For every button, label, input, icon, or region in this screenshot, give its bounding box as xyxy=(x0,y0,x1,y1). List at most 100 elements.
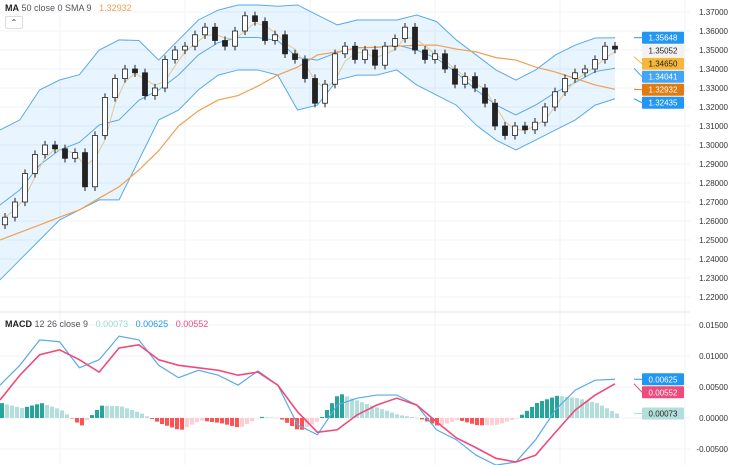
price-tick-label: 1.34000 xyxy=(699,65,728,74)
macd-legend-params: 12 26 close 9 xyxy=(34,319,89,329)
candle xyxy=(452,64,458,89)
macd-histogram-bar xyxy=(415,417,419,419)
candle-body xyxy=(592,59,598,70)
candle-body xyxy=(612,45,618,50)
candle-body xyxy=(322,83,328,104)
candle-body xyxy=(52,144,58,150)
macd-histogram-bar xyxy=(475,418,479,426)
candle-body xyxy=(152,87,158,96)
candle xyxy=(172,45,178,64)
macd-histogram-bar xyxy=(355,400,359,418)
price-tick-label: 1.35000 xyxy=(699,46,728,55)
macd-histogram-bar xyxy=(540,401,544,418)
ma-legend-params: 50 close 0 SMA 9 xyxy=(21,3,92,13)
macd-histogram-bar xyxy=(205,418,209,422)
macd-histogram-bar xyxy=(85,418,89,421)
candle-body xyxy=(142,72,148,97)
macd-histogram-bar xyxy=(200,418,204,421)
candle xyxy=(112,74,118,102)
macd-histogram-bar xyxy=(115,406,119,418)
macd-histogram-bar xyxy=(25,406,29,418)
macd-histogram-bar xyxy=(550,397,554,418)
macd-histogram-bar xyxy=(120,406,124,418)
macd-histogram-bar xyxy=(190,418,194,425)
candle-body xyxy=(372,49,378,66)
candle-body xyxy=(72,152,78,159)
macd-legend-hist: 0.00073 xyxy=(95,319,129,329)
candle-body xyxy=(132,68,138,74)
price-tick-label: 1.33000 xyxy=(699,84,728,93)
macd-histogram-bar xyxy=(135,411,139,418)
macd-histogram-bar xyxy=(555,395,559,418)
macd-histogram-bar xyxy=(585,400,589,418)
macd-histogram-bar xyxy=(195,418,199,423)
candle xyxy=(422,45,428,64)
candle xyxy=(72,148,78,163)
candle xyxy=(392,34,398,51)
collapse-legend-button[interactable]: ⌃ xyxy=(5,16,23,29)
price-tick-label: 1.29000 xyxy=(699,160,728,169)
candle xyxy=(352,42,358,64)
macd-histogram-bar xyxy=(495,418,499,425)
candle-body xyxy=(352,45,358,60)
macd-value-label-bg xyxy=(642,386,684,399)
candle-body xyxy=(122,68,128,79)
candle xyxy=(122,64,128,83)
candle xyxy=(462,72,468,89)
candle xyxy=(442,49,448,74)
candle-body xyxy=(292,53,298,60)
macd-histogram-bar xyxy=(230,418,234,426)
candle-body xyxy=(492,102,498,127)
price-tick-label: 1.22000 xyxy=(699,293,728,302)
ma-legend-value: 1.32932 xyxy=(99,3,132,13)
bollinger-upper-line xyxy=(0,4,616,131)
macd-histogram-bar xyxy=(340,394,344,418)
candle xyxy=(302,55,308,83)
candle-body xyxy=(272,34,278,41)
candle-body xyxy=(432,53,438,60)
macd-histogram-bar xyxy=(530,406,534,418)
macd-histogram-bar xyxy=(450,418,454,422)
macd-histogram-bar xyxy=(130,409,134,418)
macd-histogram-bar xyxy=(100,405,104,418)
candle xyxy=(62,144,68,163)
candle xyxy=(382,42,388,70)
macd-histogram-bar xyxy=(15,406,19,418)
candle xyxy=(162,55,168,93)
candle xyxy=(282,30,288,58)
macd-histogram-bar xyxy=(615,413,619,418)
candle-body xyxy=(92,135,98,188)
candle xyxy=(402,23,408,43)
chevron-up-icon: ⌃ xyxy=(10,18,18,27)
price-label-bollinger-basis: 1.34041 xyxy=(649,73,678,82)
macd-histogram-bar xyxy=(560,396,564,418)
macd-histogram-bar xyxy=(430,418,434,424)
macd-histogram-bar xyxy=(50,406,54,418)
candle-body xyxy=(102,97,108,136)
macd-histogram-bar xyxy=(300,418,304,430)
candle-body xyxy=(562,78,568,93)
macd-histogram-bar xyxy=(465,418,469,423)
macd-histogram-bar xyxy=(470,418,474,424)
bollinger-lower-line xyxy=(0,69,616,281)
macd-legend-name: MACD xyxy=(5,319,32,329)
macd-histogram-bar xyxy=(165,418,169,426)
candle xyxy=(552,87,558,112)
candle-body xyxy=(382,45,388,66)
macd-histogram-bar xyxy=(350,398,354,418)
macd-histogram-bar xyxy=(140,413,144,418)
candle-body xyxy=(402,26,408,40)
macd-value-label: 0.00625 xyxy=(649,375,678,384)
candle-body xyxy=(32,154,38,174)
macd-histogram-bar xyxy=(280,418,284,420)
candle xyxy=(472,72,478,93)
macd-histogram-bar xyxy=(55,408,59,418)
candle xyxy=(2,213,8,229)
macd-histogram-bar xyxy=(590,401,594,418)
macd-legend-macd: 0.00625 xyxy=(135,319,169,329)
candle-body xyxy=(232,30,238,47)
macd-histogram-bar xyxy=(0,403,4,418)
macd-histogram-bar xyxy=(480,418,484,426)
macd-histogram-bar xyxy=(445,418,449,424)
